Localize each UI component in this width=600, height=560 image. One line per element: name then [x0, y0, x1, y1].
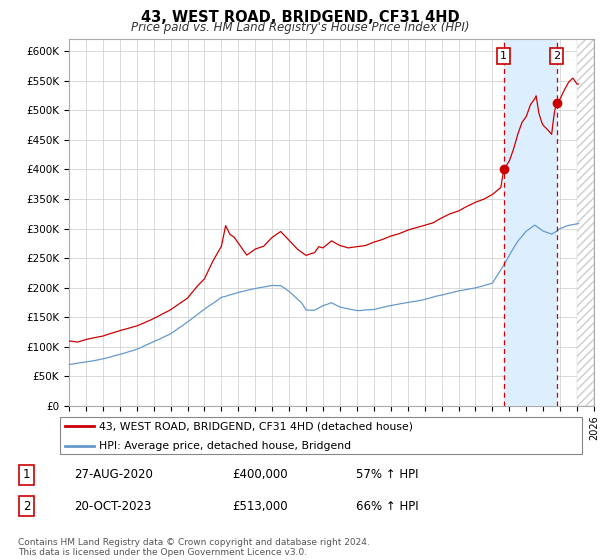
- Text: £513,000: £513,000: [232, 500, 288, 512]
- Text: 43, WEST ROAD, BRIDGEND, CF31 4HD: 43, WEST ROAD, BRIDGEND, CF31 4HD: [140, 10, 460, 25]
- Text: HPI: Average price, detached house, Bridgend: HPI: Average price, detached house, Brid…: [99, 441, 352, 451]
- Text: 20-OCT-2023: 20-OCT-2023: [74, 500, 152, 512]
- Text: 1: 1: [23, 468, 30, 482]
- Text: £400,000: £400,000: [232, 468, 288, 482]
- Text: 57% ↑ HPI: 57% ↑ HPI: [356, 468, 419, 482]
- Text: 2: 2: [553, 51, 560, 61]
- Text: Price paid vs. HM Land Registry's House Price Index (HPI): Price paid vs. HM Land Registry's House …: [131, 21, 469, 34]
- Text: 43, WEST ROAD, BRIDGEND, CF31 4HD (detached house): 43, WEST ROAD, BRIDGEND, CF31 4HD (detac…: [99, 421, 413, 431]
- Text: Contains HM Land Registry data © Crown copyright and database right 2024.
This d: Contains HM Land Registry data © Crown c…: [18, 538, 370, 557]
- Bar: [577, 39, 594, 406]
- FancyBboxPatch shape: [59, 417, 583, 454]
- Text: 2: 2: [23, 500, 30, 512]
- Bar: [503, 39, 557, 406]
- Text: 66% ↑ HPI: 66% ↑ HPI: [356, 500, 419, 512]
- Text: 27-AUG-2020: 27-AUG-2020: [74, 468, 153, 482]
- Text: 1: 1: [500, 51, 507, 61]
